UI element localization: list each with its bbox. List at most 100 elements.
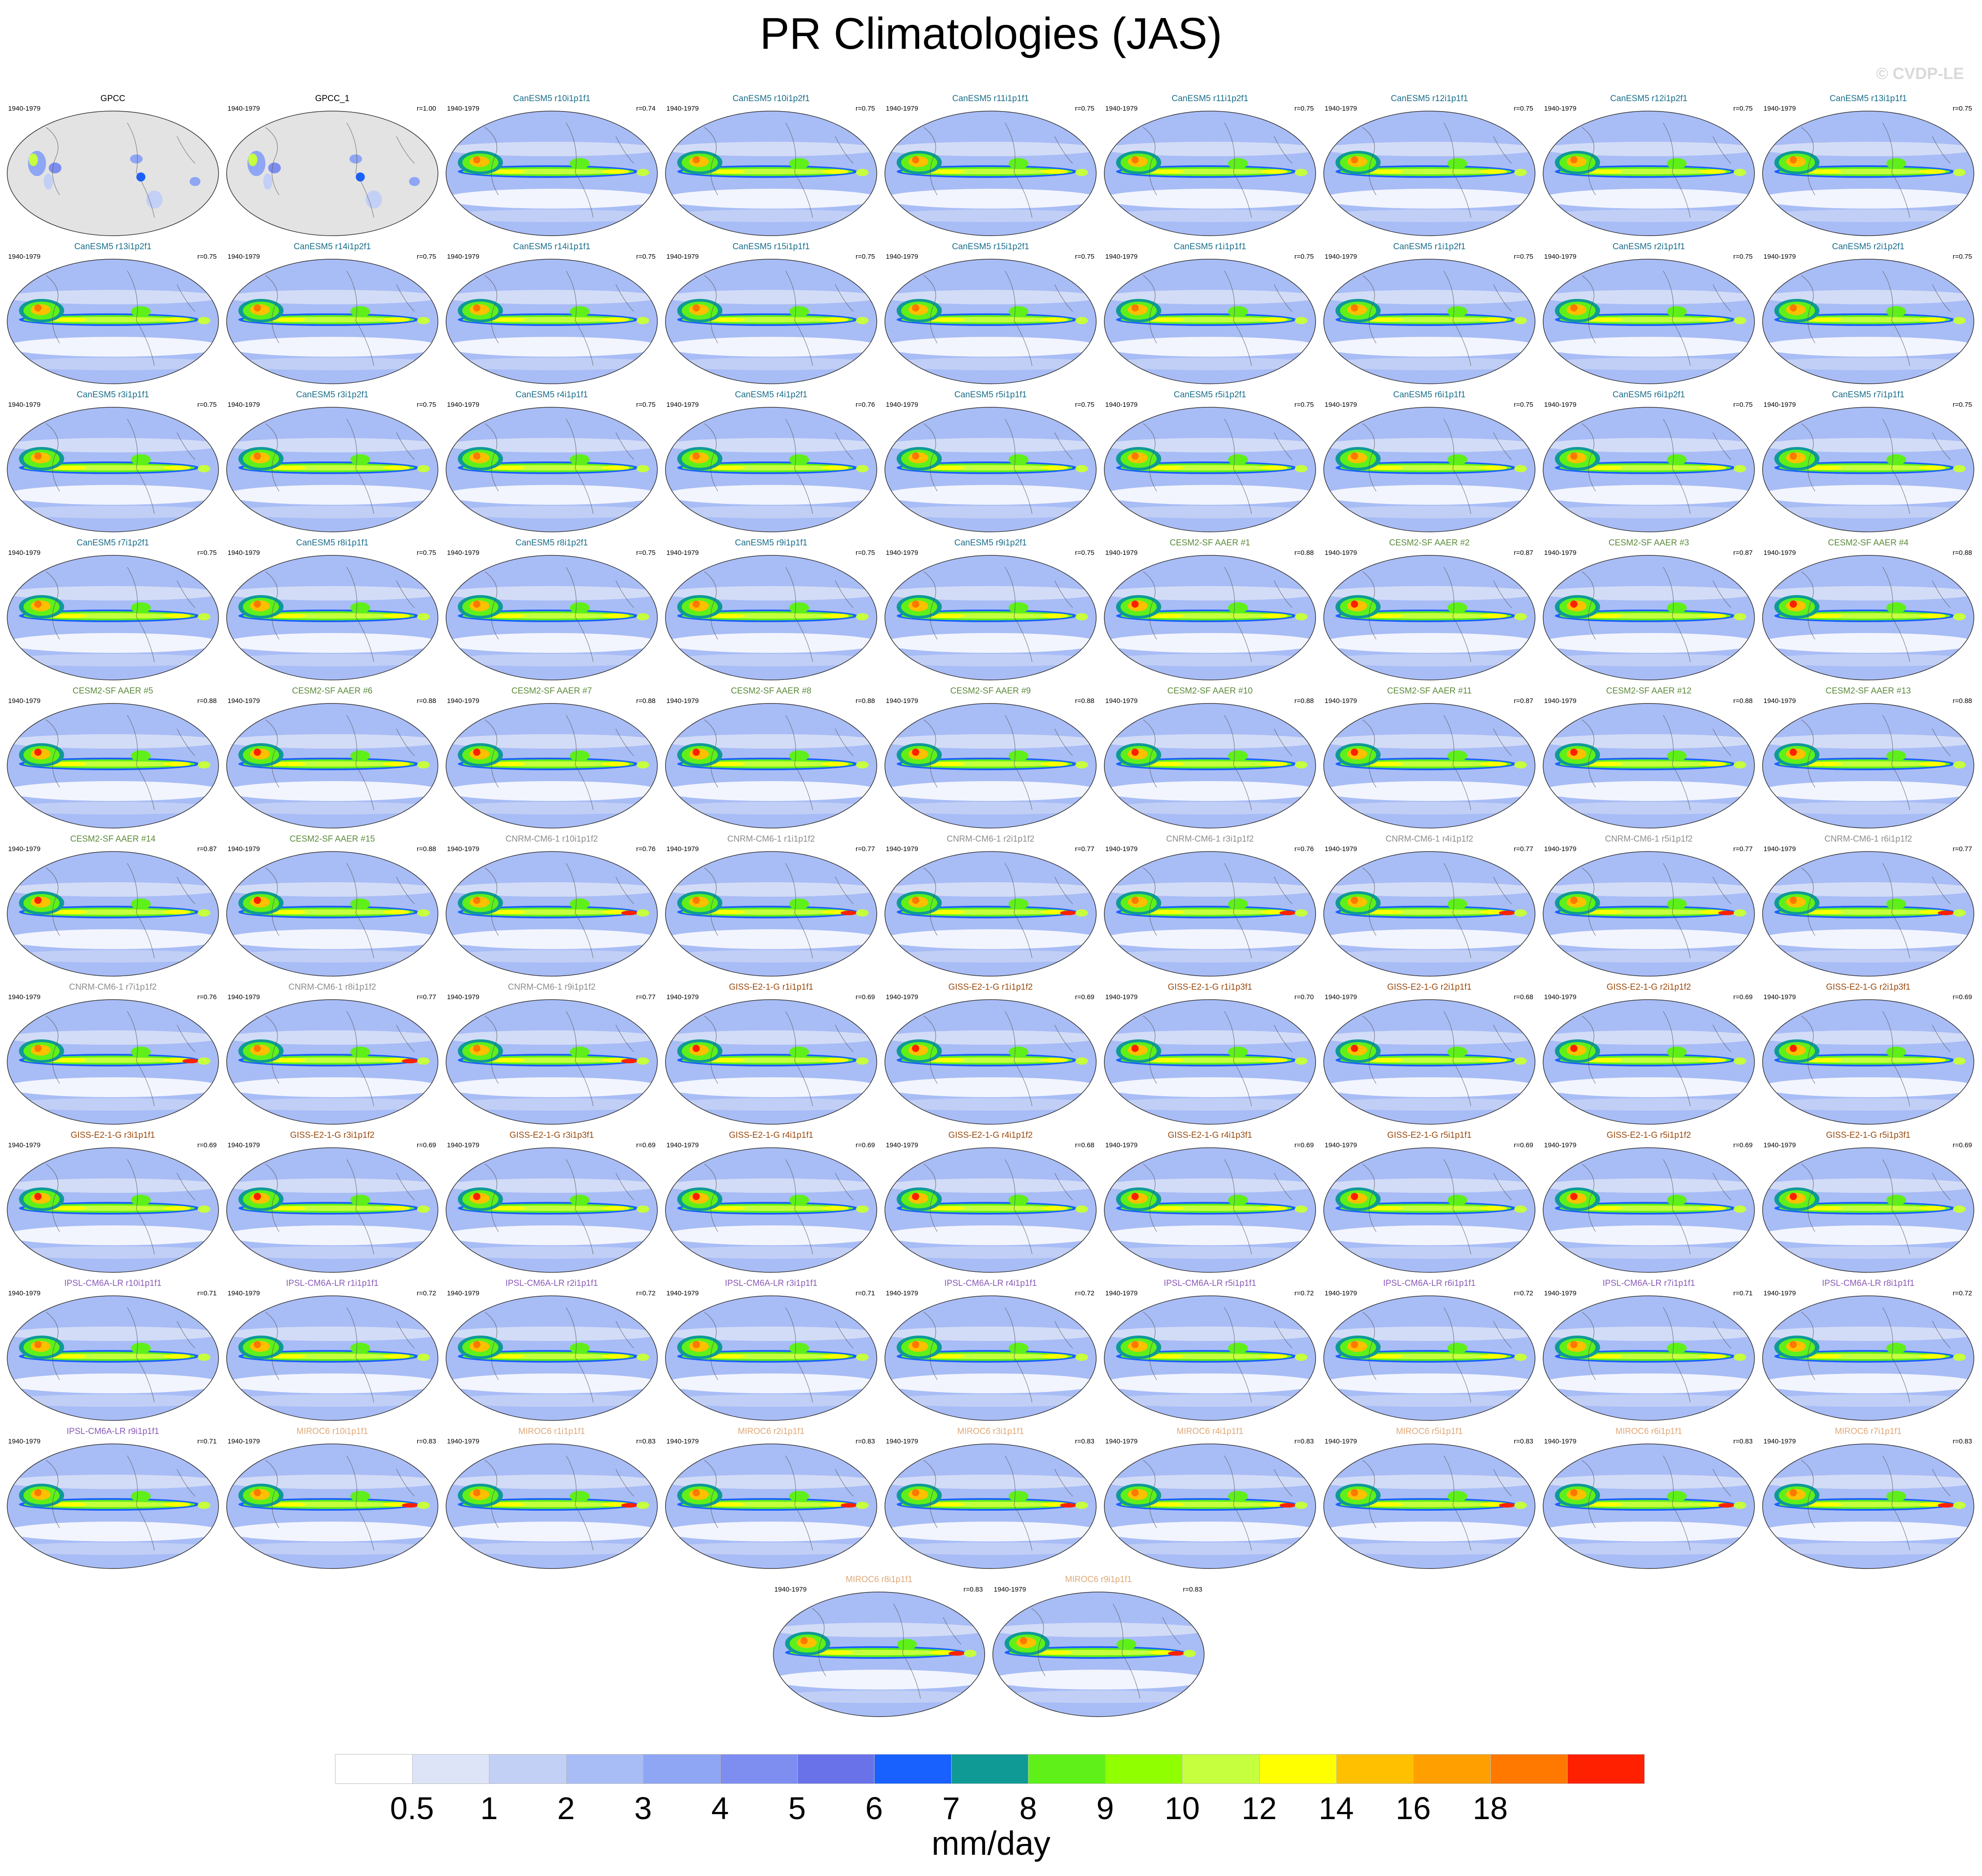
itcz-band — [1806, 466, 1842, 470]
map-panel: GISS-E2-1-G r4i1p3f1 1940-1979 r=0.69 — [1103, 1131, 1317, 1275]
map-outline — [1104, 1295, 1316, 1421]
panel-correlation: r=0.75 — [856, 105, 875, 112]
dry-zone — [7, 781, 219, 801]
land-precip — [350, 602, 370, 613]
monsoon-peak — [34, 304, 42, 312]
dry-zone — [1324, 734, 1535, 749]
panel-period: 1940-1979 — [1763, 1438, 1796, 1445]
map-panel: MIROC6 r5i1p1f1 1940-1979 r=0.83 — [1322, 1427, 1537, 1571]
dry-zone — [1104, 189, 1316, 209]
map-panel: CanESM5 r15i1p1f1 1940-1979 r=0.75 — [664, 242, 879, 386]
dry-zone — [1104, 1394, 1316, 1407]
coastline — [1801, 1159, 1951, 1255]
panel-period: 1940-1979 — [1105, 105, 1138, 112]
coastline — [484, 863, 634, 959]
map-plot — [1543, 111, 1755, 236]
monsoon-peak — [693, 897, 700, 904]
dry-zone — [1324, 290, 1535, 304]
coastline — [704, 567, 854, 662]
land-precip — [131, 306, 151, 317]
panel-period: 1940-1979 — [228, 1141, 260, 1149]
dry-zone — [665, 929, 877, 949]
map-panel: CESM2-SF AAER #11 1940-1979 r=0.87 — [1322, 686, 1537, 831]
map-plot — [1323, 1443, 1535, 1569]
dry-zone — [7, 358, 219, 370]
panel-period: 1940-1979 — [1763, 1141, 1796, 1149]
panel-title: IPSL-CM6A-LR r6i1p1f1 — [1383, 1279, 1476, 1288]
dry-zone — [227, 1475, 438, 1489]
land-precip — [570, 1343, 590, 1354]
map-outline — [1323, 999, 1535, 1125]
land-precip — [1667, 1047, 1687, 1057]
land-precip — [1667, 602, 1687, 613]
coastline — [46, 715, 195, 810]
panel-period: 1940-1979 — [1544, 105, 1577, 112]
monsoon-peak — [1131, 1341, 1139, 1348]
land-precip — [1117, 1639, 1136, 1650]
dry-zone — [1543, 1225, 1754, 1245]
itcz-band — [1261, 1206, 1288, 1210]
itcz-band — [1806, 614, 1842, 618]
panel-period: 1940-1979 — [666, 549, 699, 557]
dry-zone — [665, 950, 877, 963]
land-precip — [131, 1491, 151, 1502]
dry-zone — [1763, 1542, 1974, 1555]
monsoon-peak — [1131, 304, 1139, 312]
dry-zone — [1324, 506, 1535, 518]
dry-zone — [665, 586, 877, 601]
dry-zone — [665, 1373, 877, 1393]
itcz-band — [51, 1354, 87, 1359]
dry-zone — [885, 1475, 1096, 1489]
dry-zone — [446, 1373, 657, 1393]
itcz-band — [602, 614, 629, 618]
panel-correlation: r=0.88 — [636, 697, 656, 705]
precip-region — [146, 191, 163, 209]
monsoon-peak — [34, 601, 42, 608]
dry-zone — [885, 929, 1096, 949]
dry-zone — [885, 781, 1096, 801]
monsoon-peak — [473, 897, 480, 904]
map-panel: GISS-E2-1-G r3i1p1f1 1940-1979 r=0.69 — [5, 1131, 220, 1275]
map-panel: CanESM5 r6i1p2f1 1940-1979 r=0.75 — [1541, 390, 1756, 535]
itcz-band — [383, 1206, 410, 1210]
coastline — [1362, 270, 1512, 366]
colorbar-tick-label: 4 — [711, 1791, 729, 1826]
land-precip — [417, 909, 430, 917]
map-panel: GISS-E2-1-G r1i1p1f2 1940-1979 r=0.69 — [883, 982, 1098, 1127]
map-plot — [7, 703, 219, 829]
dry-zone — [1104, 1225, 1316, 1245]
map-plot — [1543, 1147, 1755, 1273]
map-plot — [884, 259, 1097, 384]
map-plot — [7, 999, 219, 1125]
itcz-band — [383, 1354, 410, 1359]
dry-zone — [7, 485, 219, 505]
map-outline — [226, 1147, 438, 1273]
itcz-band — [1367, 317, 1403, 322]
land-precip — [1447, 306, 1467, 317]
panel-correlation: r=0.83 — [1733, 1438, 1753, 1445]
monsoon-peak — [1131, 1193, 1139, 1200]
map-plot — [665, 1295, 877, 1421]
monsoon-peak — [473, 452, 480, 460]
panel-title: GISS-E2-1-G r2i1p1f1 — [1387, 982, 1472, 992]
map-outline — [884, 407, 1097, 532]
panel-correlation: r=0.75 — [1514, 253, 1533, 261]
map-plot — [446, 703, 658, 829]
panel-correlation: r=0.72 — [1953, 1289, 1972, 1297]
panel-title: IPSL-CM6A-LR r5i1p1f1 — [1163, 1279, 1256, 1288]
map-plot — [665, 259, 877, 384]
map-outline — [665, 555, 877, 680]
panel-title: GISS-E2-1-G r4i1p1f1 — [729, 1131, 814, 1140]
panel-correlation: r=0.75 — [1733, 401, 1753, 409]
colorbar-tick-label: 9 — [1096, 1791, 1114, 1826]
coastline — [46, 1307, 195, 1403]
land-precip — [417, 1057, 430, 1065]
land-precip — [789, 306, 809, 317]
itcz-band — [1367, 169, 1403, 174]
dry-zone — [227, 1394, 438, 1407]
land-precip — [637, 613, 649, 620]
map-panel: CanESM5 r2i1p1f1 1940-1979 r=0.75 — [1541, 242, 1756, 386]
itcz-band — [270, 1206, 306, 1210]
panel-correlation: r=0.88 — [417, 697, 436, 705]
map-panel: GPCC_1 1940-1979 r=1.00 — [225, 94, 440, 238]
